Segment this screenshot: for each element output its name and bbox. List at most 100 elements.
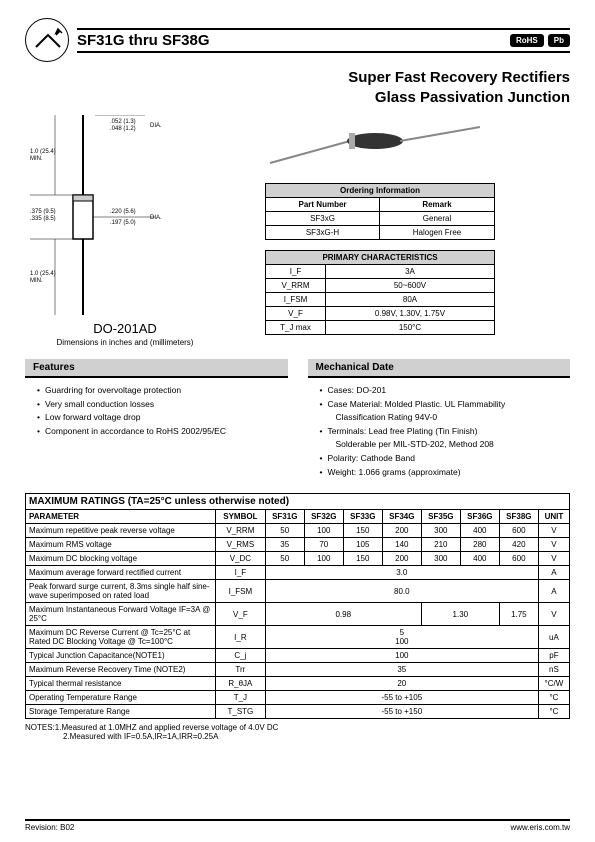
page-title: SF31G thru SF38G: [77, 32, 210, 49]
svg-text:DIA.: DIA.: [150, 215, 162, 221]
ratings-column-header: SF38G: [499, 510, 538, 524]
package-name: DO-201AD: [25, 321, 225, 336]
features-section: Features Guardring for overvoltage prote…: [25, 359, 288, 479]
primary-cell: 50~600V: [326, 279, 495, 293]
ratings-value: 80.0: [265, 580, 538, 603]
ratings-param: Operating Temperature Range: [26, 691, 216, 705]
ratings-value: 150: [343, 524, 382, 538]
note-line: 2.Measured with IF=0.5A,IR=1A,IRR=0.25A: [25, 732, 570, 741]
ratings-unit: V: [538, 538, 569, 552]
mechanical-item: Weight: 1.066 grams (approximate): [320, 466, 571, 480]
ratings-value: 210: [421, 538, 460, 552]
svg-text:.220 (5.6): .220 (5.6): [110, 209, 136, 215]
svg-text:MIN.: MIN.: [30, 278, 43, 284]
feature-item: Very small conduction losses: [37, 398, 288, 412]
ratings-value: 0.98: [265, 603, 421, 626]
ratings-value: 300: [421, 524, 460, 538]
ratings-value: 400: [460, 524, 499, 538]
mechanical-item: Cases: DO-201: [320, 384, 571, 398]
ratings-param: Maximum Instantaneous Forward Voltage IF…: [26, 603, 216, 626]
ratings-value: 600: [499, 524, 538, 538]
svg-text:.048 (1.2): .048 (1.2): [110, 126, 136, 132]
primary-characteristics-table: PRIMARY CHARACTERISTICS I_F3A V_RRM50~60…: [265, 250, 495, 335]
ratings-param: Maximum average forward rectified curren…: [26, 566, 216, 580]
ratings-value: 35: [265, 538, 304, 552]
ratings-value: 35: [265, 663, 538, 677]
primary-cell: V_RRM: [266, 279, 326, 293]
mechanical-section: Mechanical Date Cases: DO-201 Case Mater…: [308, 359, 571, 479]
primary-cell: 0.98V, 1.30V, 1.75V: [326, 307, 495, 321]
feature-item: Guardring for overvoltage protection: [37, 384, 288, 398]
ratings-symbol: C_j: [216, 649, 266, 663]
mechanical-item: Terminals: Lead free Plating (Tin Finish…: [320, 425, 571, 439]
svg-text:.052 (1.3): .052 (1.3): [110, 119, 136, 125]
mechanical-item: Solderable per MIL-STD-202, Method 208: [320, 438, 571, 452]
compliance-badges: RoHS Pb: [510, 34, 570, 47]
website: www.eris.com.tw: [510, 823, 570, 832]
ratings-symbol: Trr: [216, 663, 266, 677]
ratings-value: 100: [265, 649, 538, 663]
ratings-column-header: SF31G: [265, 510, 304, 524]
ratings-value: 600: [499, 552, 538, 566]
ratings-unit: °C: [538, 705, 569, 719]
svg-text:.335 (8.5): .335 (8.5): [30, 216, 56, 222]
ordering-col-part: Part Number: [266, 198, 380, 212]
ratings-symbol: I_R: [216, 626, 266, 649]
features-title: Features: [25, 359, 288, 378]
ratings-param: Peak forward surge current, 8.3ms single…: [26, 580, 216, 603]
package-drawing-panel: .052 (1.3) .048 (1.2) DIA. 1.0 (25.4) MI…: [25, 115, 225, 347]
ratings-value: 140: [382, 538, 421, 552]
ratings-value: 400: [460, 552, 499, 566]
subtitle-line-2: Glass Passivation Junction: [25, 88, 570, 108]
mechanical-title: Mechanical Date: [308, 359, 571, 378]
ordering-cell: SF3xG-H: [266, 226, 380, 240]
rohs-badge: RoHS: [510, 34, 544, 47]
ratings-value: 200: [382, 552, 421, 566]
ratings-value: -55 to +105: [265, 691, 538, 705]
ratings-symbol: I_FSM: [216, 580, 266, 603]
ratings-unit: pF: [538, 649, 569, 663]
diode-photo: [265, 123, 485, 173]
ratings-symbol: V_DC: [216, 552, 266, 566]
ratings-column-header: SF33G: [343, 510, 382, 524]
svg-text:1.0 (25.4): 1.0 (25.4): [30, 271, 56, 277]
subtitle: Super Fast Recovery Rectifiers Glass Pas…: [25, 68, 570, 107]
ordering-cell: Halogen Free: [380, 226, 495, 240]
footer: Revision: B02 www.eris.com.tw: [25, 819, 570, 832]
ratings-symbol: T_J: [216, 691, 266, 705]
mechanical-item: Polarity: Cathode Band: [320, 452, 571, 466]
feature-item: Component in accordance to RoHS 2002/95/…: [37, 425, 288, 439]
ratings-unit: nS: [538, 663, 569, 677]
ratings-param: Storage Temperature Range: [26, 705, 216, 719]
primary-title: PRIMARY CHARACTERISTICS: [266, 251, 495, 265]
ratings-param: Maximum repetitive peak reverse voltage: [26, 524, 216, 538]
ratings-unit: °C/W: [538, 677, 569, 691]
revision: Revision: B02: [25, 823, 74, 832]
ratings-value: 20: [265, 677, 538, 691]
ratings-value: 5100: [265, 626, 538, 649]
ratings-value: 50: [265, 552, 304, 566]
ratings-unit: uA: [538, 626, 569, 649]
ratings-unit: °C: [538, 691, 569, 705]
svg-text:1.0 (25.4): 1.0 (25.4): [30, 149, 56, 155]
ratings-symbol: I_F: [216, 566, 266, 580]
primary-cell: 80A: [326, 293, 495, 307]
header: SF31G thru SF38G RoHS Pb: [25, 18, 570, 62]
primary-cell: I_FSM: [266, 293, 326, 307]
ratings-value: 420: [499, 538, 538, 552]
ratings-symbol: T_STG: [216, 705, 266, 719]
notes: NOTES:1.Measured at 1.0MHZ and applied r…: [25, 723, 570, 741]
ratings-value: 280: [460, 538, 499, 552]
package-dimensions-drawing: .052 (1.3) .048 (1.2) DIA. 1.0 (25.4) MI…: [25, 115, 205, 315]
ratings-symbol: V_F: [216, 603, 266, 626]
ratings-value: 100: [304, 552, 343, 566]
ratings-param: Maximum RMS voltage: [26, 538, 216, 552]
mechanical-item: Classification Rating 94V-0: [320, 411, 571, 425]
ratings-column-header: PARAMETER: [26, 510, 216, 524]
ratings-value: 50: [265, 524, 304, 538]
ratings-param: Typical Junction Capacitance(NOTE1): [26, 649, 216, 663]
ratings-value: 1.75: [499, 603, 538, 626]
mechanical-item: Case Material: Molded Plastic. UL Flamma…: [320, 398, 571, 412]
ratings-param: Maximum Reverse Recovery Time (NOTE2): [26, 663, 216, 677]
ordering-table: Ordering Information Part Number Remark …: [265, 183, 495, 240]
